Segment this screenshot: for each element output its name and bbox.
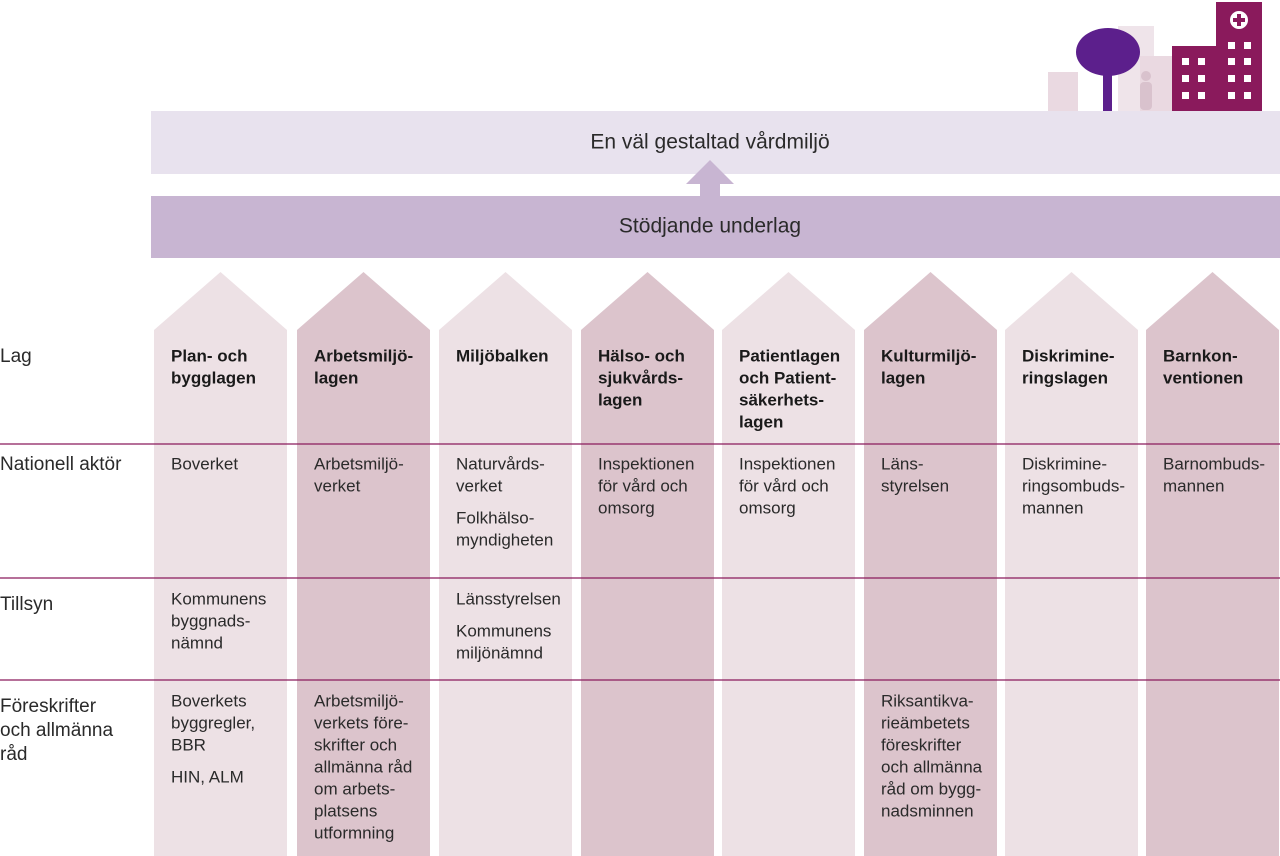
row-label: Föreskrifter	[0, 696, 97, 717]
regulations-text: allmänna råd	[314, 757, 412, 776]
column-shape	[297, 272, 430, 856]
regulations-text: rieämbetets	[881, 713, 970, 732]
actor-text: Barnombuds-	[1163, 454, 1265, 473]
regulations-text: HIN, ALM	[171, 767, 244, 786]
law-name: ventionen	[1163, 368, 1243, 387]
supervision-text: Kommunens	[456, 621, 551, 640]
supervision-text: Länsstyrelsen	[456, 589, 561, 608]
column-shape	[722, 272, 855, 856]
regulations-text: Riksantikva-	[881, 691, 974, 710]
supervision-text: Kommunens	[171, 589, 266, 608]
row-label: Lag	[0, 346, 32, 367]
regulations-text: verkets före-	[314, 713, 408, 732]
regulations-text: byggregler,	[171, 713, 255, 732]
actor-text: Folkhälso-	[456, 508, 534, 527]
law-name: lagen	[598, 390, 642, 409]
goal-box	[151, 111, 1280, 174]
regulations-text: Arbetsmiljö-	[314, 691, 404, 710]
row-label: Nationell aktör	[0, 454, 122, 475]
actor-text: mannen	[1163, 476, 1224, 495]
regulations-text: råd om bygg-	[881, 779, 981, 798]
regulations-text: nadsminnen	[881, 801, 974, 820]
city-icon	[1048, 2, 1262, 112]
actor-text: mannen	[1022, 498, 1083, 517]
actor-text: ringsombuds-	[1022, 476, 1125, 495]
actor-text: omsorg	[598, 498, 655, 517]
actor-text: för vård och	[598, 476, 688, 495]
regulations-text: platsens	[314, 801, 377, 820]
regulations-text: skrifter och	[314, 735, 397, 754]
actor-text: Boverket	[171, 454, 238, 473]
support-box	[151, 196, 1280, 258]
actor-text: Inspektionen	[739, 454, 835, 473]
regulations-text: föreskrifter	[881, 735, 962, 754]
texts: Plan- och bygglagen Boverket Kommunens byggn…	[0, 346, 1265, 842]
regulations-text: BBR	[171, 735, 206, 754]
actor-text: Inspektionen	[598, 454, 694, 473]
regulations-text: och allmänna	[881, 757, 983, 776]
actor-text: Arbetsmiljö-	[314, 454, 404, 473]
law-name: säkerhets-	[739, 390, 824, 409]
law-name: Miljöbalken	[456, 346, 549, 365]
column-shape	[439, 272, 572, 856]
arrow	[686, 160, 734, 196]
actor-text: omsorg	[739, 498, 796, 517]
law-name: lagen	[881, 368, 925, 387]
law-name: lagen	[314, 368, 358, 387]
columns	[154, 272, 1279, 856]
law-name: lagen	[739, 412, 783, 431]
law-name: ringslagen	[1022, 368, 1108, 387]
actor-text: verket	[456, 476, 503, 495]
actor-text: myndigheten	[456, 530, 553, 549]
column-shape	[1146, 272, 1279, 856]
regulations-text: utformning	[314, 823, 394, 842]
law-name: Arbetsmiljö-	[314, 346, 413, 365]
column-shape	[1005, 272, 1138, 856]
law-name: Diskrimine-	[1022, 346, 1115, 365]
row-dividers	[0, 443, 1280, 681]
supervision-text: byggnads-	[171, 611, 250, 630]
law-name: Patientlagen	[739, 346, 840, 365]
actor-text: Diskrimine-	[1022, 454, 1107, 473]
row-label: Tillsyn	[0, 594, 53, 615]
actor-text: verket	[314, 476, 361, 495]
column-shape	[864, 272, 997, 856]
column-shape	[154, 272, 287, 856]
actor-text: styrelsen	[881, 476, 949, 495]
law-name: och Patient-	[739, 368, 836, 387]
law-name: Plan- och	[171, 346, 248, 365]
regulations-text: Boverkets	[171, 691, 247, 710]
law-name: bygglagen	[171, 368, 256, 387]
supervision-text: miljönämnd	[456, 643, 543, 662]
regulations-text: om arbets-	[314, 779, 395, 798]
law-name: Kulturmiljö-	[881, 346, 976, 365]
supervision-text: nämnd	[171, 633, 223, 652]
law-name: Barnkon-	[1163, 346, 1238, 365]
actor-text: för vård och	[739, 476, 829, 495]
actor-text: Naturvårds-	[456, 454, 545, 473]
law-name: sjukvårds-	[598, 368, 683, 387]
goal-text: En väl gestaltad vårdmiljö	[590, 131, 829, 154]
actor-text: Läns-	[881, 454, 924, 473]
support-text: Stödjande underlag	[619, 215, 801, 238]
row-label: och allmänna	[0, 720, 113, 741]
column-shape	[581, 272, 714, 856]
row-label: råd	[0, 744, 27, 765]
law-name: Hälso- och	[598, 346, 685, 365]
